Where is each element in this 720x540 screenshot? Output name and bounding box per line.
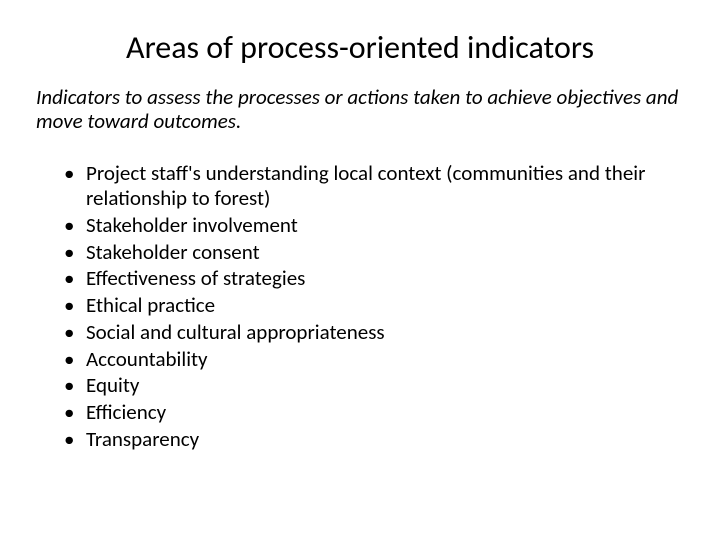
slide: Areas of process-oriented indicators Ind… [0, 0, 720, 540]
list-item: Equity [64, 373, 684, 398]
list-item: Stakeholder consent [64, 240, 684, 265]
slide-subtitle: Indicators to assess the processes or ac… [36, 85, 684, 133]
list-item: Social and cultural appropriateness [64, 320, 684, 345]
list-item: Stakeholder involvement [64, 213, 684, 238]
slide-title: Areas of process-oriented indicators [36, 28, 684, 67]
list-item: Accountability [64, 347, 684, 372]
list-item: Transparency [64, 427, 684, 452]
list-item: Ethical practice [64, 293, 684, 318]
list-item: Efficiency [64, 400, 684, 425]
list-item: Project staff's understanding local cont… [64, 161, 684, 211]
list-item: Effectiveness of strategies [64, 266, 684, 291]
bullet-list: Project staff's understanding local cont… [36, 161, 684, 451]
